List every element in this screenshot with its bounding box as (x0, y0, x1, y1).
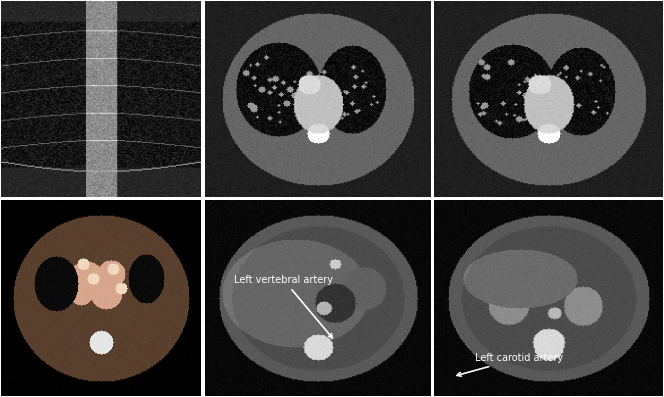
Text: Left vertebral artery: Left vertebral artery (234, 275, 333, 338)
Text: Left carotid artery: Left carotid artery (457, 353, 564, 376)
